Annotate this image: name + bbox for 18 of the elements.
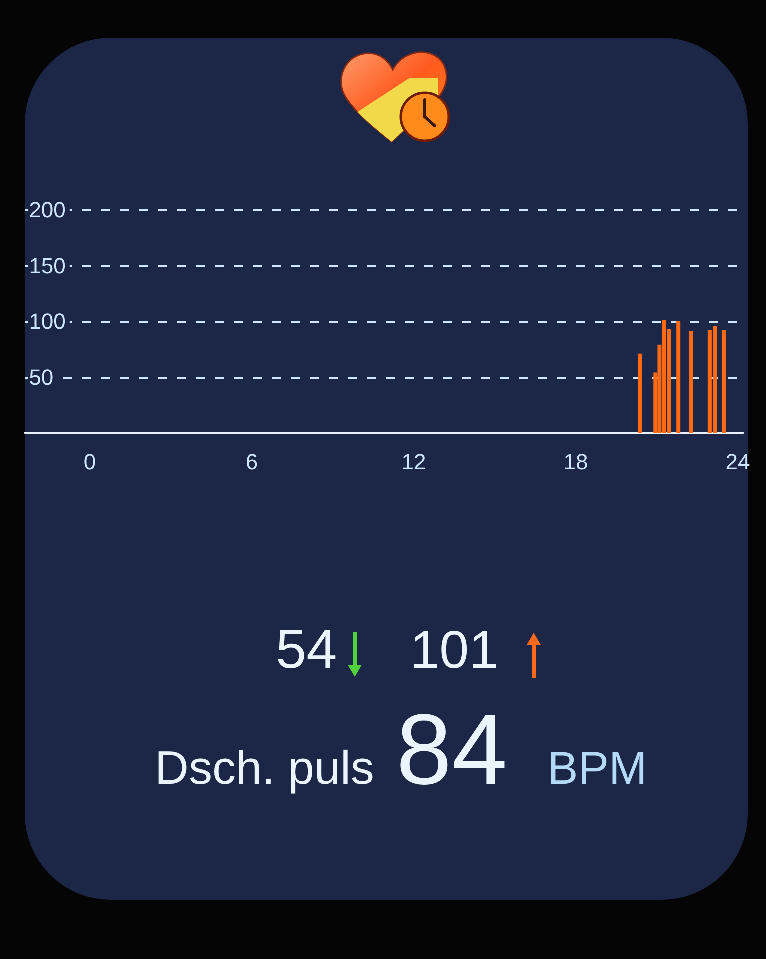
x-tick-label: 12 xyxy=(402,450,426,474)
bar xyxy=(638,354,642,433)
bar xyxy=(689,332,694,433)
x-tick-label: 24 xyxy=(726,450,750,474)
text: 54 xyxy=(276,618,338,680)
text: BPM xyxy=(548,742,648,794)
y-tick-label: 200 xyxy=(29,198,66,222)
y-tick-label: 100 xyxy=(29,309,66,334)
text: 101 xyxy=(410,621,499,680)
x-tick-label: 0 xyxy=(84,450,96,474)
bar xyxy=(676,322,681,433)
bar xyxy=(722,330,726,433)
y-tick-label: 150 xyxy=(29,253,66,278)
text: Dsch. puls xyxy=(155,741,374,794)
y-tick-label: 50 xyxy=(29,364,54,390)
x-tick-label: 6 xyxy=(246,450,258,474)
x-tick-label: 18 xyxy=(564,450,588,474)
text: 84 xyxy=(396,694,508,806)
